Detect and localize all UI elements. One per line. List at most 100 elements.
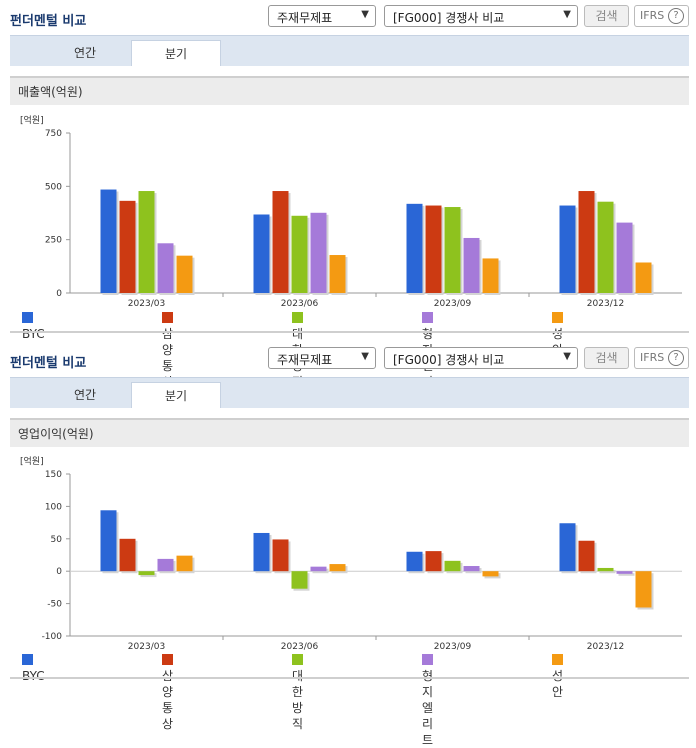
statement-select-value: 주재무제표 [277, 353, 333, 367]
legend-label: BYC [22, 327, 45, 341]
legend-item[interactable]: 성안 [552, 310, 569, 357]
search-button[interactable]: 검색 [584, 347, 629, 369]
legend-item[interactable]: 삼양통상 [162, 652, 179, 731]
bar-형지엘리트-2023/06 [310, 212, 327, 293]
bar-성안-2023/12 [635, 262, 652, 293]
chevron-down-icon: ▼ [361, 351, 369, 362]
bar-성안-2023/06 [329, 255, 346, 293]
statement-select[interactable]: 주재무제표 ▼ [268, 5, 376, 27]
tab-annual[interactable]: 연간 [73, 46, 97, 60]
period-tabs: 연간 분기 [10, 35, 689, 66]
unit-label: [억원] [20, 114, 44, 126]
bar-BYC-2023/06 [253, 532, 270, 572]
period-tabs: 연간 분기 [10, 377, 689, 408]
x-tick-label: 2023/12 [587, 642, 624, 650]
x-tick-label: 2023/12 [587, 299, 624, 308]
bar-형지엘리트-2023/09 [463, 566, 480, 572]
legend-swatch [552, 312, 563, 323]
bar-성안-2023/09 [482, 571, 499, 577]
legend-item[interactable]: 대한방직 [292, 652, 309, 731]
bar-shadow [140, 573, 157, 578]
legend-label: 성안 [552, 669, 564, 699]
group-select-value: [FG000] 경쟁사 비교 [393, 11, 505, 25]
y-tick-label: -50 [47, 600, 62, 610]
x-tick-label: 2023/03 [128, 642, 165, 650]
legend-label: 형지엘리트 [422, 669, 434, 747]
y-tick-label: 150 [45, 470, 62, 480]
legend-item[interactable]: 삼양통상 [162, 310, 179, 389]
ifrs-button[interactable]: IFRS? [634, 5, 689, 27]
bar-형지엘리트-2023/12 [616, 222, 633, 293]
bar-대한방직-2023/12 [597, 201, 614, 293]
legend-label: BYC [22, 669, 45, 683]
y-tick-label: 50 [51, 535, 63, 545]
fundamental-panel-revenue: 펀더멘털 비교 주재무제표 ▼ [FG000] 경쟁사 비교 ▼ 검색 IFRS? … [0, 0, 696, 405]
y-tick-label: 100 [45, 502, 62, 512]
section-title: 매출액(억원) [10, 76, 689, 105]
bar-대한방직-2023/03 [138, 191, 155, 293]
legend-item[interactable]: 형지엘리트 [422, 652, 439, 747]
panel-header: 펀더멘털 비교 주재무제표 ▼ [FG000] 경쟁사 비교 ▼ 검색 IFRS? [0, 342, 696, 376]
tab-quarterly[interactable]: 분기 [131, 382, 221, 408]
legend-swatch [422, 312, 433, 323]
statement-select[interactable]: 주재무제표 ▼ [268, 347, 376, 369]
legend-swatch [292, 654, 303, 665]
ifrs-button[interactable]: IFRS? [634, 347, 689, 369]
help-icon[interactable]: ? [668, 350, 684, 366]
legend-swatch [22, 654, 33, 665]
legend-swatch [292, 312, 303, 323]
bar-삼양통상-2023/12 [578, 191, 595, 293]
bar-shadow [618, 573, 635, 576]
ifrs-label: IFRS [640, 351, 665, 364]
chevron-down-icon: ▼ [563, 9, 571, 20]
bar-대한방직-2023/06 [291, 571, 308, 589]
help-icon[interactable]: ? [668, 8, 684, 24]
bar-대한방직-2023/09 [444, 560, 461, 572]
bar-삼양통상-2023/06 [272, 191, 289, 293]
revenue-bar-chart: [억원] 0 250 500 750 2023/03 2023/06 2023/09 2023/… [20, 114, 682, 308]
group-select-value: [FG000] 경쟁사 비교 [393, 353, 505, 367]
legend-item[interactable]: BYC [22, 652, 45, 683]
x-tick-label: 2023/03 [128, 299, 165, 308]
legend-item[interactable]: 형지엘리트 [422, 310, 439, 405]
fundamental-panel-operating-income: 펀더멘털 비교 주재무제표 ▼ [FG000] 경쟁사 비교 ▼ 검색 IFRS? … [0, 342, 696, 747]
bar-성안-2023/03 [176, 255, 193, 293]
tab-quarterly[interactable]: 분기 [131, 40, 221, 66]
legend-swatch [162, 312, 173, 323]
unit-label: [억원] [20, 455, 44, 467]
legend-item[interactable]: 대한방직 [292, 310, 309, 389]
bar-대한방직-2023/12 [597, 567, 614, 572]
y-tick-label: 750 [45, 129, 62, 139]
bar-성안-2023/03 [176, 555, 193, 572]
legend-item[interactable]: BYC [22, 310, 45, 341]
chevron-down-icon: ▼ [563, 351, 571, 362]
bar-삼양통상-2023/06 [272, 539, 289, 572]
bar-형지엘리트-2023/12 [616, 571, 633, 574]
bar-성안-2023/12 [635, 571, 652, 608]
bar-형지엘리트-2023/03 [157, 243, 174, 293]
bar-BYC-2023/09 [406, 203, 423, 293]
bar-형지엘리트-2023/03 [157, 558, 174, 572]
bar-BYC-2023/09 [406, 551, 423, 572]
ifrs-label: IFRS [640, 9, 665, 22]
x-tick-label: 2023/06 [281, 642, 319, 650]
bar-BYC-2023/03 [100, 189, 117, 293]
tab-annual[interactable]: 연간 [73, 388, 97, 402]
bar-BYC-2023/12 [559, 523, 576, 572]
y-tick-label: 500 [45, 182, 62, 192]
legend-swatch [422, 654, 433, 665]
search-button[interactable]: 검색 [584, 5, 629, 27]
legend-item[interactable]: 성안 [552, 652, 569, 699]
panel-title: 펀더멘털 비교 [10, 14, 87, 29]
bar-BYC-2023/06 [253, 214, 270, 293]
legend-swatch [552, 654, 563, 665]
y-tick-label: -100 [42, 632, 63, 642]
group-select[interactable]: [FG000] 경쟁사 비교 ▼ [384, 347, 578, 369]
x-tick-label: 2023/09 [434, 299, 472, 308]
bar-성안-2023/09 [482, 258, 499, 293]
group-select[interactable]: [FG000] 경쟁사 비교 ▼ [384, 5, 578, 27]
legend-swatch [22, 312, 33, 323]
bar-대한방직-2023/09 [444, 207, 461, 293]
bar-BYC-2023/03 [100, 510, 117, 572]
bar-shadow [599, 569, 616, 574]
